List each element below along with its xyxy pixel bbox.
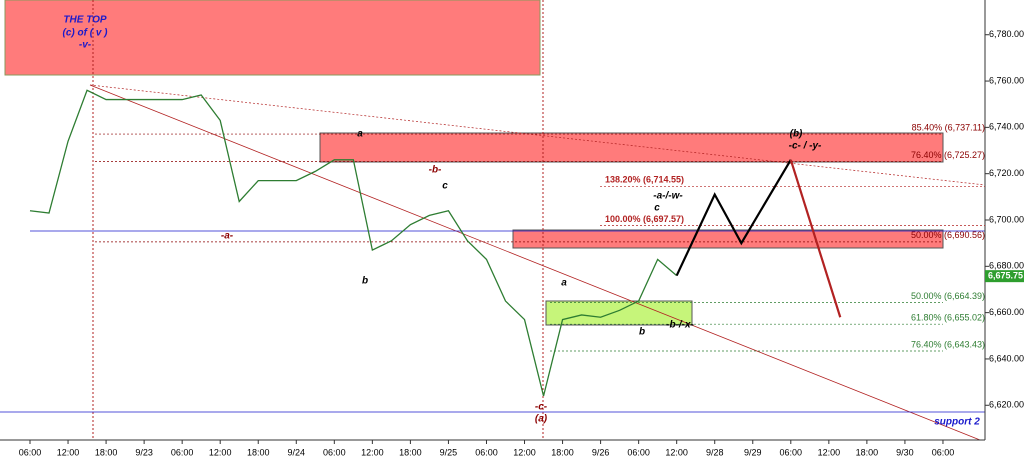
x-tick-label: 18:00: [551, 447, 574, 457]
x-tick-label: 12:00: [665, 447, 688, 457]
annotation: c: [654, 203, 660, 214]
annotations: THE TOP (c) of ( v ) -v- support 2: [63, 15, 981, 428]
top-zone: [4, 0, 541, 76]
x-tick-label: 18:00: [95, 447, 118, 457]
x-tick-label: 06:00: [475, 447, 498, 457]
x-tick-label: 9/23: [135, 447, 153, 457]
annotation: -c-: [535, 402, 548, 413]
annotation: -a-: [221, 231, 234, 242]
x-tick-label: 12:00: [209, 447, 232, 457]
wave-labels: a c b a b -b-/-x- c -a-/-w- (b) -c- / -y…: [357, 129, 822, 338]
x-tick-label: 9/28: [706, 447, 724, 457]
x-tick-label: 9/29: [744, 447, 762, 457]
annotation: -b-/-x-: [666, 320, 694, 331]
series-line: [675, 159, 792, 277]
series-line: [789, 159, 842, 318]
plot: 6,620.00 6,640.00 6,660.00 6,680.00 6,700.00…: [19, 29, 1024, 457]
fib-label: 61.80% (6,655.02): [911, 313, 985, 323]
x-tick-label: 06:00: [780, 447, 803, 457]
x-tick-label: 9/26: [592, 447, 610, 457]
x-tick-label: 12:00: [818, 447, 841, 457]
annotation: c: [442, 181, 448, 192]
price-tag-label: 6,675.75: [988, 271, 1023, 281]
annotation: (b): [790, 129, 803, 140]
y-tick-label: 6,620.00: [989, 400, 1024, 410]
resistance-zone: [512, 229, 944, 249]
annotation: -v-: [79, 40, 92, 51]
x-tick-label: 9/24: [288, 447, 306, 457]
extension-label: 138.20% (6,714.55): [605, 175, 684, 185]
x-tick-label: 18:00: [856, 447, 879, 457]
fib-label: 50.00% (6,664.39): [911, 291, 985, 301]
annotation: (c) of ( v ): [63, 28, 109, 39]
fib-label: 85.40% (6,737.11): [912, 122, 985, 132]
extension-label: 100.00% (6,697.57): [605, 214, 684, 224]
annotation: THE TOP: [63, 15, 106, 26]
annotation: (a): [535, 414, 548, 425]
series-line: [29, 89, 678, 397]
fib-label: 76.40% (6,725.27): [911, 150, 985, 160]
x-tick-label: 06:00: [171, 447, 194, 457]
y-tick-label: 6,740.00: [989, 122, 1024, 132]
y-tick-label: 6,660.00: [989, 307, 1024, 317]
y-tick-label: 6,760.00: [989, 75, 1024, 85]
annotation: a: [561, 278, 567, 289]
y-tick-label: 6,640.00: [989, 353, 1024, 363]
annotation: b: [639, 327, 645, 338]
x-tick-label: 06:00: [19, 447, 42, 457]
x-tick-label: 12:00: [361, 447, 384, 457]
x-tick-label: 18:00: [247, 447, 270, 457]
x-tick-label: 12:00: [57, 447, 80, 457]
x-tick-label: 06:00: [627, 447, 650, 457]
annotation: b: [362, 276, 368, 287]
annotation: -b-: [429, 165, 442, 176]
resistance-zone: [319, 132, 944, 163]
x-tick-label: 9/30: [896, 447, 914, 457]
x-tick-label: 9/25: [440, 447, 458, 457]
annotation: -a-/-w-: [653, 191, 683, 202]
wave-labels-red: -b- -a- -c- (a): [221, 165, 548, 425]
support-zone: [545, 300, 693, 326]
annotation: -c- / -y-: [789, 141, 822, 152]
annotation: support 2: [934, 417, 980, 428]
x-tick-label: 06:00: [323, 447, 346, 457]
fib-label: 50.00% (6,690.56): [911, 230, 985, 240]
y-tick-label: 6,680.00: [989, 261, 1024, 271]
x-tick-label: 18:00: [399, 447, 422, 457]
annotation: a: [357, 129, 363, 140]
trendline: [89, 84, 981, 441]
fib-label: 76.40% (6,643.43): [911, 339, 985, 349]
y-tick-label: 6,700.00: [989, 214, 1024, 224]
price-tag: [985, 270, 1024, 283]
x-tick-label: 06:00: [932, 447, 955, 457]
y-tick-label: 6,780.00: [989, 29, 1024, 39]
y-tick-label: 6,720.00: [989, 168, 1024, 178]
x-tick-label: 12:00: [513, 447, 536, 457]
